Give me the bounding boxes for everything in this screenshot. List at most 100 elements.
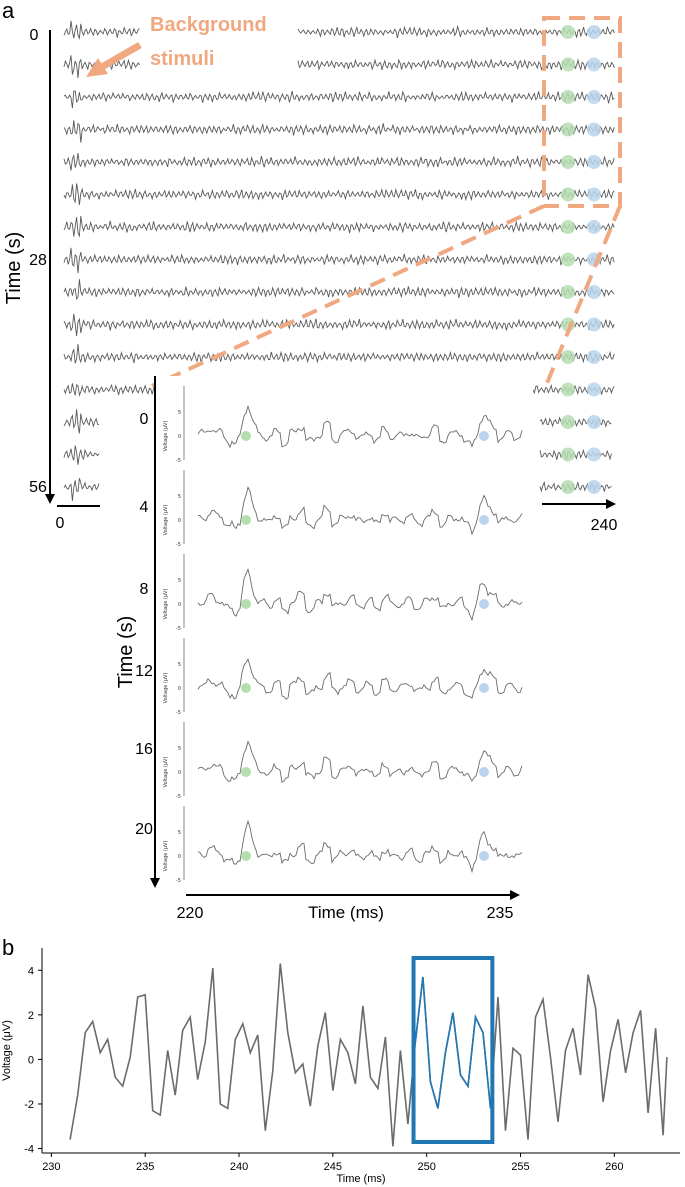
raster-marker-green-8: [561, 285, 575, 299]
inset-trace-tick-4-0: 5: [178, 746, 181, 752]
raster-trace-1-seg-1: [297, 58, 615, 72]
inset-x-arrow: [510, 890, 520, 900]
inset-trace-tick-4-2: -5: [176, 794, 181, 800]
inset-marker-green-4: [241, 767, 251, 777]
panel-a-xtick-240: 240: [591, 517, 618, 534]
panel-b-highlight-box: [411, 956, 495, 1144]
inset-marker-blue-3: [479, 683, 489, 693]
raster-trace-2-seg-0: [63, 90, 615, 109]
panel-a-ytick-28: 28: [29, 252, 47, 269]
panel-b-trace: [69, 963, 668, 1147]
raster-marker-blue-6: [587, 220, 601, 234]
annotation-arrow-shaft: [98, 41, 142, 72]
inset-marker-blue-0: [479, 431, 489, 441]
inset-trace-4: [197, 740, 523, 783]
raster-marker-blue-5: [587, 187, 601, 202]
inset-trace-tick-4-1: 0: [178, 770, 181, 776]
inset-trace-tick-1-1: 0: [178, 518, 181, 524]
raster-marker-green-13: [561, 447, 575, 462]
raster-marker-green-12: [561, 415, 575, 429]
inset-trace-3: [197, 657, 523, 700]
inset-ylabel: Time (s): [115, 616, 137, 689]
inset-trace-2: [197, 567, 523, 622]
inset-marker-green-0: [241, 431, 251, 441]
inset-trace-tick-3-2: -5: [176, 710, 181, 716]
inset-trace-tick-0-1: 0: [178, 434, 181, 440]
raster-marker-green-7: [561, 252, 575, 267]
zoom-box: [542, 16, 622, 208]
raster-marker-green-11: [561, 382, 575, 397]
inset-trace-tick-5-2: -5: [176, 878, 181, 884]
inset-ytick-0: 0: [140, 411, 149, 428]
raster-marker-blue-14: [587, 480, 601, 494]
raster-marker-green-2: [561, 90, 575, 104]
raster-marker-green-3: [561, 122, 575, 137]
panel-a-xtick-0: 0: [56, 515, 65, 532]
raster-trace-7-seg-0: [63, 247, 615, 274]
panel-b-ytick-4: 4: [28, 965, 34, 977]
inset-trace-tick-5-0: 5: [178, 830, 181, 836]
raster-marker-blue-1: [587, 57, 601, 72]
raster-marker-green-14: [561, 480, 575, 494]
raster-trace-4-seg-0: [63, 153, 615, 171]
raster-trace-3-seg-0: [63, 120, 615, 143]
inset-trace-tick-3-1: 0: [178, 686, 181, 692]
panel-b-xtick-230: 230: [42, 1161, 60, 1173]
panel-a-ytick-56: 56: [29, 479, 47, 496]
panel-b-ytick-2: 2: [28, 1010, 34, 1022]
inset-trace-tick-2-1: 0: [178, 602, 181, 608]
raster-marker-blue-11: [587, 382, 601, 397]
raster-marker-blue-3: [587, 122, 601, 137]
raster-marker-green-10: [561, 350, 575, 364]
inset-trace-ylabel-3: Voltage (µV): [163, 673, 169, 704]
raster-trace-9-seg-0: [63, 313, 615, 337]
inset-trace-ylabel-4: Voltage (µV): [163, 757, 169, 788]
inset-ytick-12: 12: [135, 663, 153, 680]
raster-trace-14-seg-0: [63, 478, 100, 501]
inset-background: [155, 376, 533, 892]
inset-ytick-8: 8: [140, 581, 149, 598]
inset-marker-green-1: [241, 515, 251, 525]
inset-marker-blue-5: [479, 851, 489, 861]
raster-marker-green-1: [561, 57, 575, 72]
inset-trace-tick-3-0: 5: [178, 662, 181, 668]
raster-marker-green-4: [561, 155, 575, 169]
panel-b-xtick-240: 240: [230, 1161, 248, 1173]
annotation-line2: stimuli: [150, 48, 214, 70]
raster-marker-green-0: [561, 25, 575, 39]
inset-trace-tick-1-0: 5: [178, 494, 181, 500]
inset-trace-ylabel-5: Voltage (µV): [163, 841, 169, 872]
inset-trace-tick-0-2: -5: [176, 458, 181, 464]
raster-trace-12-seg-0: [63, 409, 100, 434]
inset-xlabel: Time (ms): [308, 903, 384, 922]
inset-marker-blue-1: [479, 515, 489, 525]
raster-marker-blue-13: [587, 447, 601, 462]
panel-b-label: b: [2, 935, 14, 960]
panel-b-plot: 230 235 240 245 250 255 260 4 2 0 -2 -4 Time (ms) Vol…: [1, 948, 680, 1185]
panel-b-xtick-255: 255: [511, 1161, 529, 1173]
inset-marker-blue-2: [479, 599, 489, 609]
raster-marker-blue-4: [587, 155, 601, 169]
raster-trace-6-seg-0: [63, 215, 615, 238]
inset-xtick-220: 220: [177, 905, 204, 922]
zoom-connector-right: [543, 205, 622, 389]
annotation-arrow-head: [86, 58, 108, 77]
inset-trace-tick-1-2: -5: [176, 542, 181, 548]
raster-marker-blue-10: [587, 350, 601, 364]
panel-b-ytick--2: -2: [24, 1099, 34, 1111]
panel-a-label: a: [2, 0, 15, 23]
inset-trace-tick-5-1: 0: [178, 854, 181, 860]
panel-b-xtick-250: 250: [417, 1161, 435, 1173]
panel-b-ytick--4: -4: [24, 1144, 34, 1156]
raster-marker-green-5: [561, 187, 575, 202]
panel-a-y-arrow: [45, 494, 55, 504]
raster-marker-blue-12: [587, 415, 601, 429]
inset-ytick-20: 20: [135, 821, 153, 838]
inset-trace-1: [197, 486, 523, 536]
raster-trace-5-seg-0: [63, 183, 615, 205]
panel-a-ylabel: Time (s): [3, 232, 25, 305]
inset-y-arrow: [150, 878, 160, 888]
raster-trace-10-seg-0: [63, 344, 615, 364]
raster-trace-0-seg-0: [63, 20, 140, 40]
